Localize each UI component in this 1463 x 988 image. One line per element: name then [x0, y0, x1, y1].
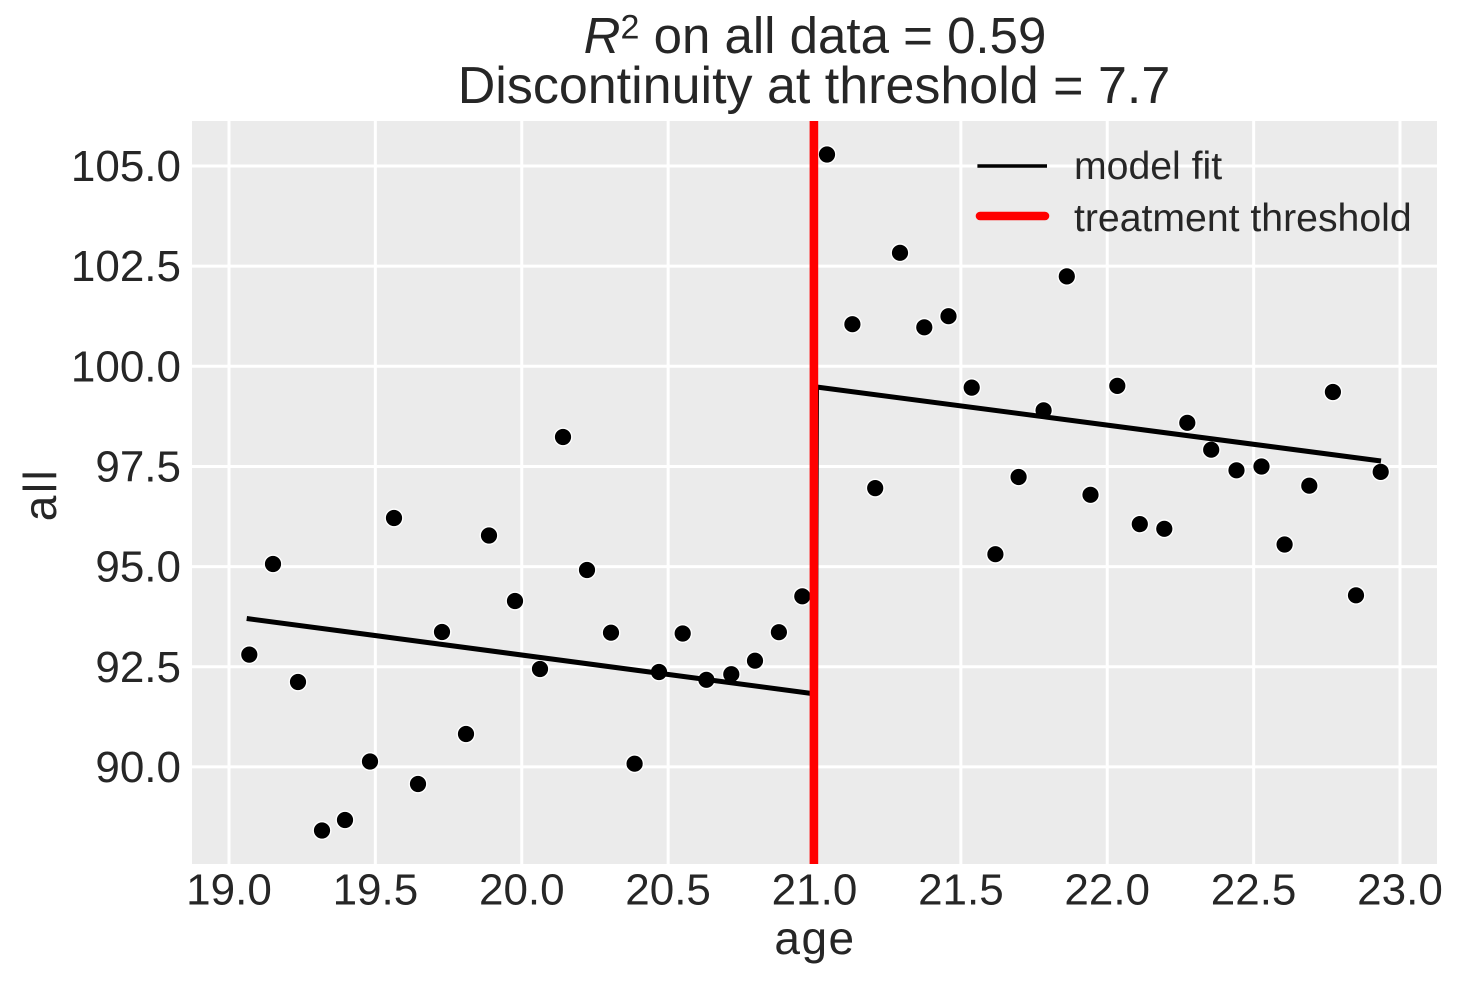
svg-text:22.0: 22.0: [1064, 866, 1150, 915]
svg-text:model fit: model fit: [1074, 145, 1222, 188]
svg-text:20.0: 20.0: [479, 866, 565, 915]
svg-text:20.5: 20.5: [625, 866, 711, 915]
svg-text:all: all: [14, 468, 66, 522]
svg-text:treatment threshold: treatment threshold: [1074, 197, 1412, 240]
svg-text:97.5: 97.5: [95, 443, 181, 492]
svg-text:22.5: 22.5: [1211, 866, 1297, 915]
svg-text:100.0: 100.0: [71, 342, 181, 391]
svg-text:age: age: [774, 912, 855, 964]
svg-text:90.0: 90.0: [95, 743, 181, 792]
svg-text:92.5: 92.5: [95, 643, 181, 692]
svg-text:19.0: 19.0: [186, 866, 272, 915]
svg-text:Discontinuity at threshold = 7: Discontinuity at threshold = 7.7: [458, 57, 1171, 115]
svg-text:105.0: 105.0: [71, 142, 181, 191]
svg-text:23.0: 23.0: [1357, 866, 1443, 915]
svg-text:21.0: 21.0: [772, 866, 858, 915]
svg-text:95.0: 95.0: [95, 543, 181, 592]
svg-text:R2 on all data = 0.59: R2 on all data = 0.59: [584, 7, 1047, 64]
svg-text:21.5: 21.5: [918, 866, 1004, 915]
svg-text:19.5: 19.5: [333, 866, 419, 915]
svg-text:102.5: 102.5: [71, 242, 181, 291]
